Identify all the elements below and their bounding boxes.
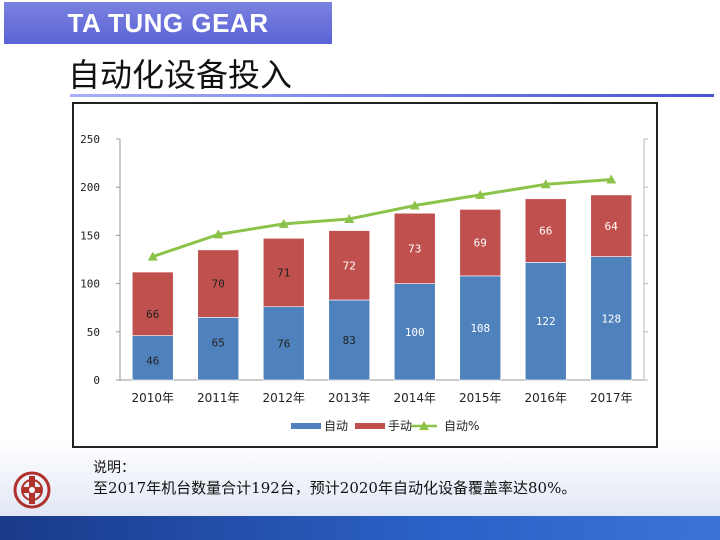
bar-auto (393, 283, 436, 381)
bar-auto (328, 299, 371, 381)
bar-manual (131, 271, 174, 336)
data-label-auto: 108 (470, 322, 490, 335)
company-logo-icon (13, 471, 51, 509)
data-label-manual: 64 (605, 220, 619, 233)
footer-bar (0, 516, 720, 540)
data-label-manual: 73 (408, 242, 421, 255)
ratio-point-marker (147, 251, 158, 261)
legend-label: 手动 (388, 419, 412, 433)
data-label-manual: 70 (212, 278, 225, 291)
ratio-point-marker (278, 218, 289, 228)
y-tick-label: 200 (80, 181, 100, 194)
x-tick-label: 2015年 (459, 391, 502, 405)
x-tick-label: 2016年 (524, 391, 567, 405)
data-label-manual: 71 (277, 267, 290, 280)
data-label-manual: 72 (343, 259, 356, 272)
x-tick-label: 2014年 (393, 391, 436, 405)
note-text: 至2017年机台数量合计192台，预计2020年自动化设备覆盖率达80%。 (93, 479, 577, 497)
bar-manual (328, 230, 371, 301)
chart-frame: 0 50 100 150 200 250 46 66 2010年 65 70 2011年 76 71 201… (72, 102, 658, 448)
data-label-auto: 65 (212, 336, 225, 349)
bar-auto (459, 275, 502, 381)
x-tick-label: 2017年 (590, 391, 633, 405)
data-label-auto: 122 (536, 315, 556, 328)
x-tick-label: 2012年 (262, 391, 305, 405)
legend-swatch (291, 423, 321, 429)
bar-manual (524, 198, 567, 263)
x-tick-label: 2010年 (131, 391, 174, 405)
data-label-manual: 66 (146, 308, 159, 321)
bar-auto (262, 306, 305, 381)
y-tick-label: 100 (80, 278, 100, 291)
bar-manual (197, 249, 240, 318)
y-tick-label: 150 (80, 229, 100, 242)
legend-swatch (355, 423, 385, 429)
x-tick-label: 2011年 (197, 391, 240, 405)
ratio-point-marker (344, 214, 355, 224)
ratio-point-marker (213, 229, 224, 239)
y-tick-label: 250 (80, 133, 100, 146)
note-label: 说明： (93, 460, 135, 476)
data-label-auto: 100 (405, 326, 425, 339)
bar-manual (393, 212, 436, 284)
stacked-bar-chart: 0 50 100 150 200 250 46 66 2010年 65 70 2011年 76 71 201… (80, 133, 648, 433)
ratio-point-marker (606, 174, 617, 184)
bar-auto (590, 256, 633, 381)
bottom-decoration (0, 440, 720, 520)
bar-manual (262, 237, 305, 308)
data-label-manual: 66 (539, 225, 552, 238)
data-label-auto: 46 (146, 355, 159, 368)
bar-manual (459, 209, 502, 277)
ratio-point-marker (409, 200, 420, 210)
legend-label: 自动 (324, 419, 348, 433)
data-label-manual: 69 (474, 237, 487, 250)
line-series-ratio (152, 177, 612, 259)
data-label-auto: 76 (277, 337, 290, 350)
data-label-auto: 83 (343, 334, 356, 347)
legend-marker (419, 421, 429, 430)
brand-name: TA TUNG GEAR (67, 8, 269, 38)
bar-manual (590, 194, 633, 257)
data-label-auto: 128 (601, 312, 621, 325)
bar-auto (524, 262, 567, 381)
y-tick-label: 50 (87, 326, 100, 339)
page-title: 自动化设备投入 (68, 56, 293, 94)
x-tick-label: 2013年 (328, 391, 371, 405)
ratio-point-marker (475, 189, 486, 199)
y-tick-label: 0 (93, 374, 100, 387)
title-divider (70, 94, 714, 97)
brand-banner: TA TUNG GEAR (4, 2, 332, 44)
ratio-point-marker (540, 179, 551, 189)
legend-label: 自动% (444, 419, 479, 433)
